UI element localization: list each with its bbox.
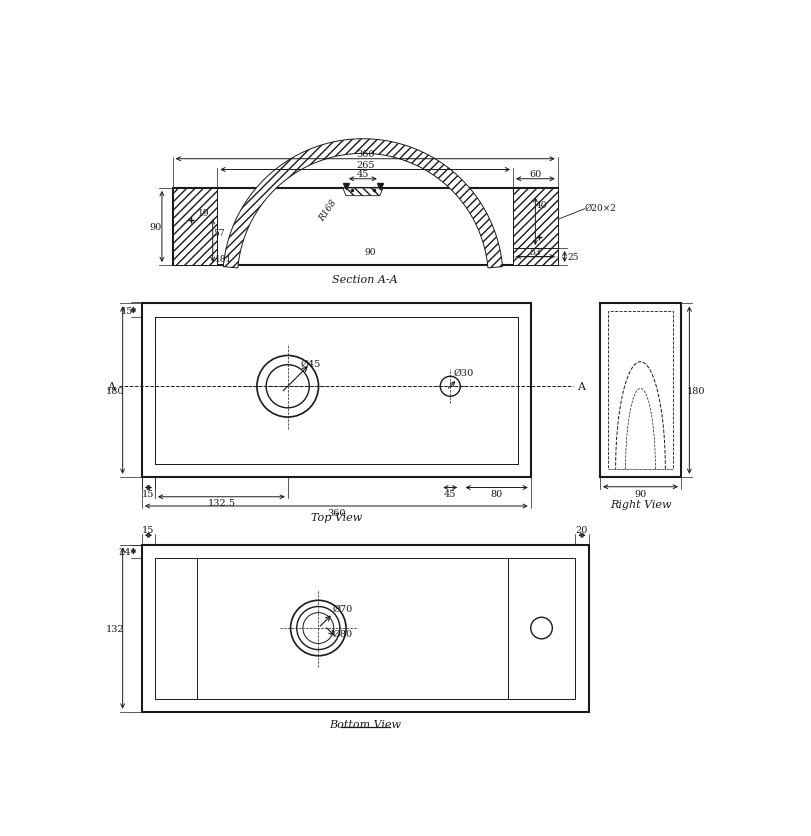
Text: R168: R168 [318,198,339,223]
Text: 15: 15 [120,306,133,315]
Text: 360: 360 [356,150,375,159]
Text: 45: 45 [444,490,457,498]
Text: Right View: Right View [610,499,672,509]
Text: Section A-A: Section A-A [333,274,398,284]
Text: 53: 53 [530,247,541,257]
Text: 80: 80 [491,490,503,498]
Text: 180: 180 [687,386,706,395]
Text: 360: 360 [327,508,345,517]
Text: 24: 24 [118,547,131,556]
Text: 15: 15 [142,490,155,498]
Text: 20: 20 [576,525,588,534]
Polygon shape [513,189,558,266]
Text: 40: 40 [536,201,547,209]
Text: 45: 45 [357,170,369,179]
Polygon shape [173,189,217,266]
Text: Ø80: Ø80 [333,630,353,638]
Text: 265: 265 [356,161,375,170]
Text: 90: 90 [150,222,162,232]
Text: 19: 19 [198,209,209,218]
Text: 132.5: 132.5 [208,499,235,507]
Text: 132: 132 [105,624,124,633]
Text: 57: 57 [213,229,225,238]
Text: 90: 90 [634,490,646,498]
Text: 60: 60 [530,170,542,179]
Text: Top View: Top View [311,512,362,522]
Text: Ø45: Ø45 [301,359,321,368]
Polygon shape [223,140,503,268]
Text: 25: 25 [568,252,579,262]
Text: Ø20×2: Ø20×2 [584,203,616,212]
Text: Ø30: Ø30 [454,369,474,377]
Text: Bottom View: Bottom View [329,719,401,729]
Text: 90: 90 [365,247,376,257]
Polygon shape [513,249,558,266]
Text: 181: 181 [215,255,232,264]
Text: A: A [107,382,115,392]
Text: 15: 15 [142,525,155,534]
Text: A: A [577,382,585,392]
Text: Ø70: Ø70 [333,604,353,614]
Polygon shape [343,189,383,196]
Text: 180: 180 [105,386,124,395]
